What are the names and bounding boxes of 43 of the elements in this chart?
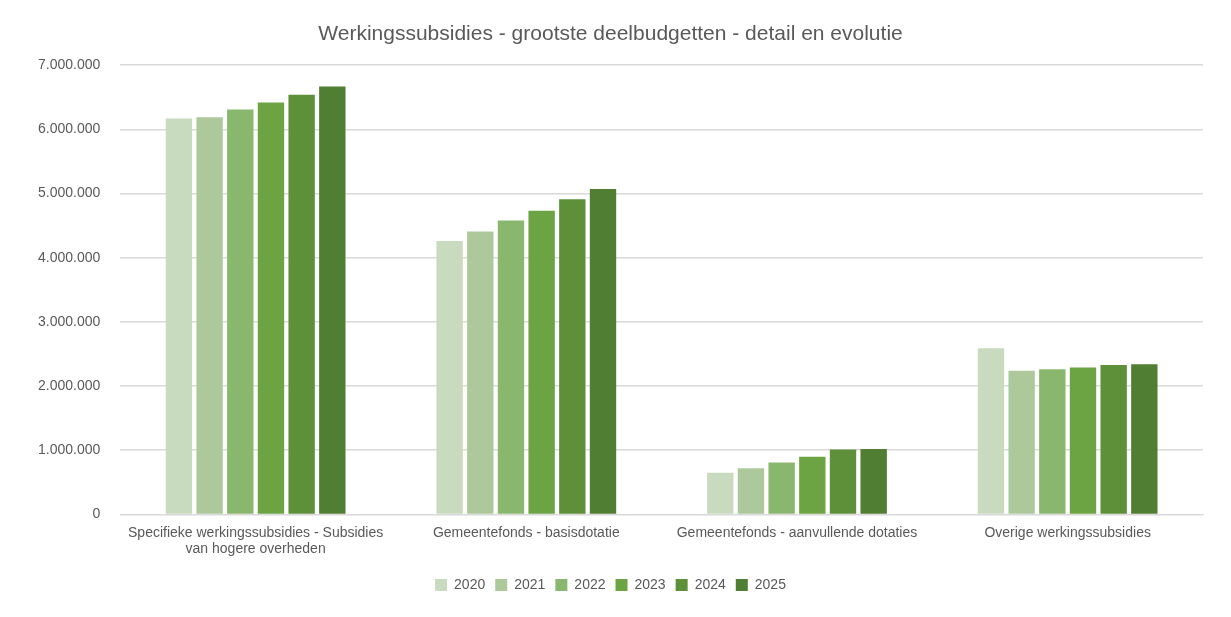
bar [977,348,1005,514]
legend-label: 2021 [514,575,546,592]
y-tick-label: 6.000.000 [37,120,101,137]
bar [467,231,494,514]
y-tick-label: 1.000.000 [37,441,101,458]
bar [768,462,795,514]
bar [288,94,315,514]
x-tick-label: Gemeentefonds - aanvullende dotaties [676,523,918,540]
bar [829,449,857,514]
bar [165,118,193,514]
bar [1008,370,1035,514]
bar [1100,364,1127,514]
bar [707,472,734,514]
legend-label: 2022 [574,575,606,592]
bar [436,241,463,514]
legend-label: 2024 [694,575,726,592]
legend-label: 2023 [634,575,666,592]
x-tick-label: Overige werkingssubsidies [984,523,1151,540]
y-tick-label: 0 [92,505,101,522]
bar [737,468,765,514]
y-tick-label: 2.000.000 [37,376,101,393]
bar [257,102,285,514]
bar [227,109,254,514]
y-tick-label: 7.000.000 [37,56,101,73]
bar [799,456,826,514]
bar [1069,367,1097,514]
bar [319,86,346,514]
legend-label: 2025 [754,575,787,592]
y-tick-label: 5.000.000 [37,184,101,201]
x-tick-label: Gemeentefonds - basisdotatie [432,523,620,540]
bar [497,220,525,514]
bar [860,448,887,514]
bar [559,199,586,514]
bar [1131,364,1158,514]
bar [528,210,555,514]
legend-label: 2020 [454,575,486,592]
bar [196,117,223,514]
bar [1039,369,1066,514]
y-tick-label: 3.000.000 [37,312,101,329]
chart-title: Werkingssubsidies - grootste deelbudgetten - detail en evolutie [318,21,903,45]
bar [589,189,617,514]
y-tick-label: 4.000.000 [37,248,101,265]
x-tick-label: Specifieke werkingssubsidies - Subsidies van hogere overheden [128,523,384,557]
